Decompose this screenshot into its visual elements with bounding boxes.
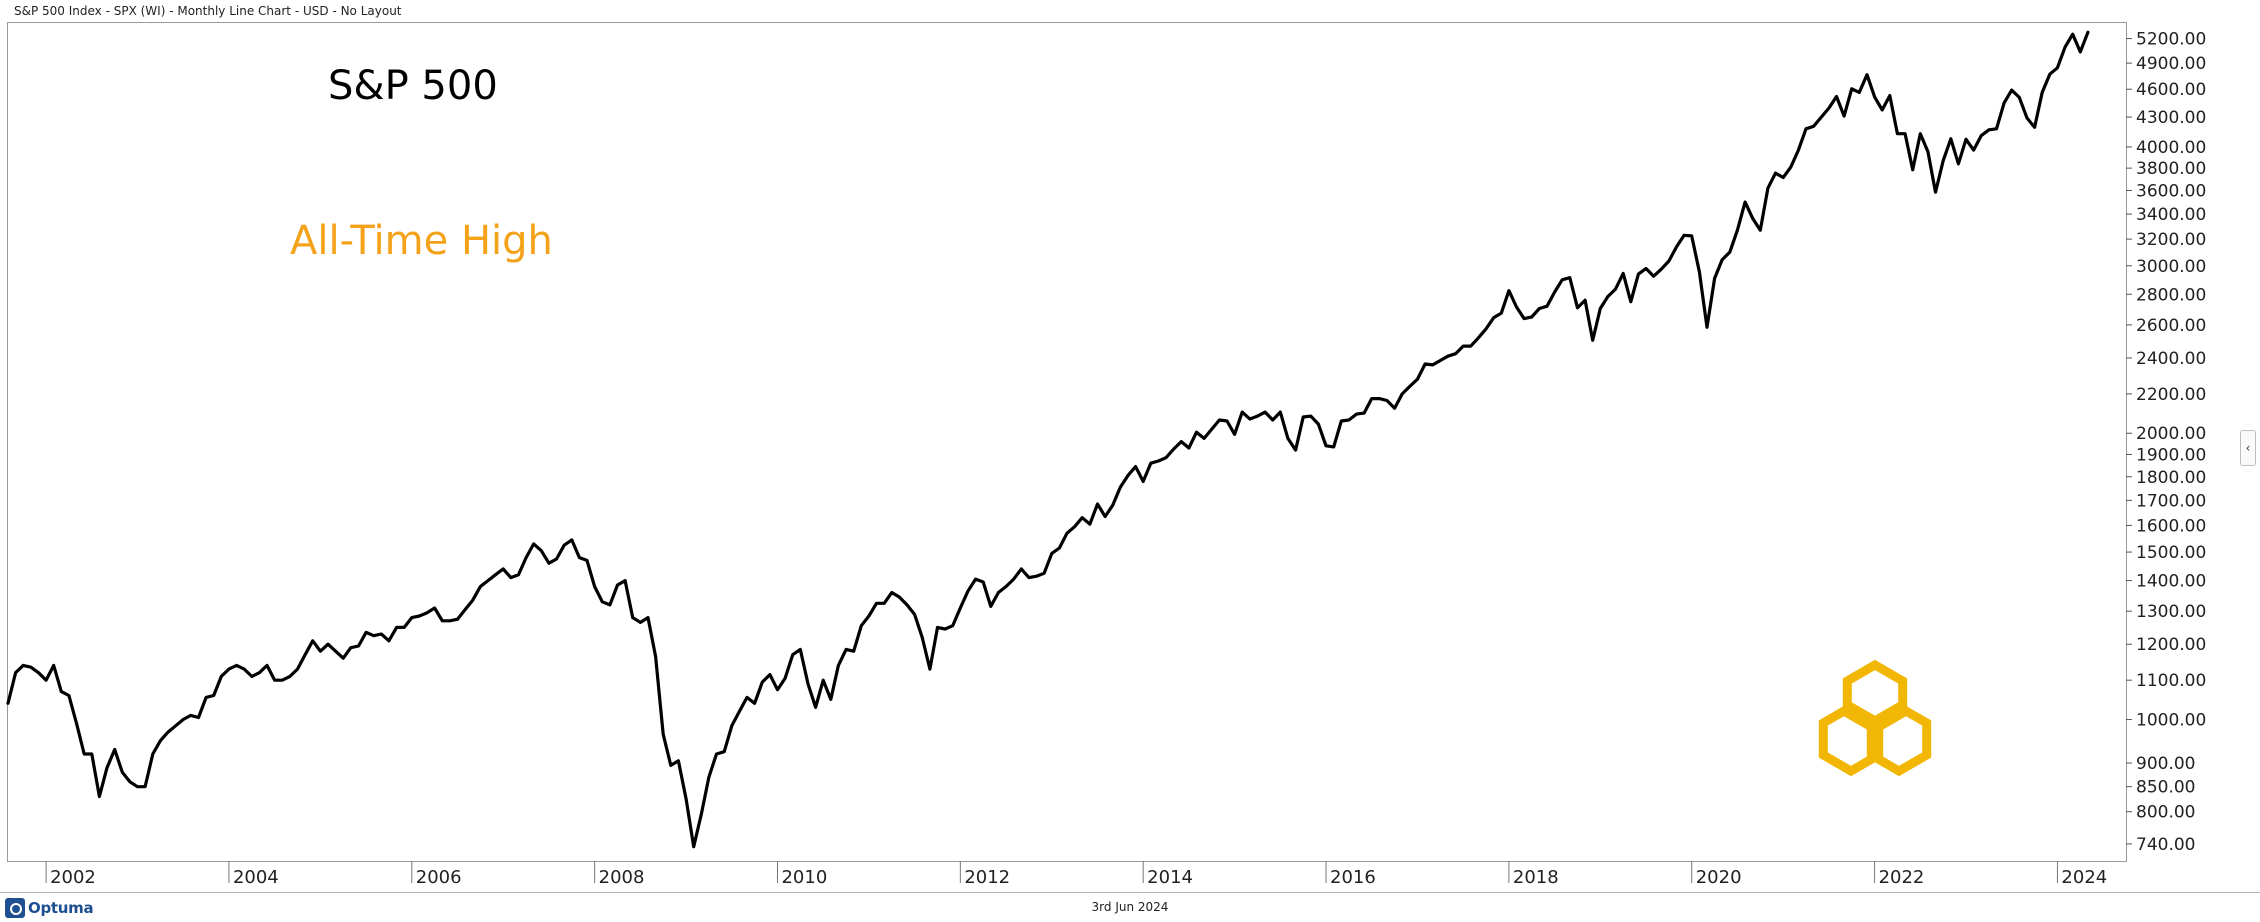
x-tick-label: 2008 [599, 867, 645, 888]
brand-logo: Optuma [5, 898, 94, 918]
chevron-left-icon[interactable]: ‹ [2240, 430, 2256, 466]
x-tick-label: 2004 [233, 867, 279, 888]
chart-date: 3rd Jun 2024 [1091, 900, 1169, 914]
x-tick-label: 2006 [416, 867, 462, 888]
brand-name: Optuma [28, 899, 94, 917]
x-tick-label: 2012 [964, 867, 1010, 888]
y-tick-label: 4000.00 [2136, 138, 2206, 158]
y-tick-label: 2200.00 [2136, 385, 2206, 405]
y-tick-label: 1100.00 [2136, 671, 2206, 691]
x-tick-label: 2014 [1147, 867, 1193, 888]
y-tick-label: 2400.00 [2136, 349, 2206, 369]
y-tick-label: 1500.00 [2136, 543, 2206, 563]
logo-hexagon [1866, 701, 1932, 777]
y-tick-label: 3600.00 [2136, 181, 2206, 201]
x-tick-label: 2002 [50, 867, 96, 888]
x-axis: 2002 2004 2006 2008 2010 2012 2014 2016 2018 2020… [45, 861, 2107, 888]
y-tick-label: 800.00 [2136, 803, 2195, 823]
y-tick-label: 740.00 [2136, 835, 2195, 855]
x-tick-label: 2024 [2061, 867, 2107, 888]
y-tick-label: 1000.00 [2136, 711, 2206, 731]
plot-area[interactable] [7, 22, 2127, 862]
y-tick-label: 2800.00 [2136, 285, 2206, 305]
y-tick-label: 1800.00 [2136, 468, 2206, 488]
x-tick-label: 2018 [1513, 867, 1559, 888]
y-tick-label: 1200.00 [2136, 635, 2206, 655]
y-tick-label: 850.00 [2136, 778, 2195, 798]
y-tick-label: 900.00 [2136, 754, 2195, 774]
hexagon-knot-icon [1818, 659, 1932, 777]
y-tick-label: 3000.00 [2136, 257, 2206, 277]
x-tick-label: 2020 [1696, 867, 1742, 888]
y-tick-label: 3800.00 [2136, 159, 2206, 179]
x-tick-label: 2022 [1879, 867, 1925, 888]
y-tick-label: 1300.00 [2136, 602, 2206, 622]
y-tick-label: 2600.00 [2136, 316, 2206, 336]
chart-label-all-time-high: All-Time High [290, 218, 553, 264]
x-tick-label: 2016 [1330, 867, 1376, 888]
y-tick-label: 4900.00 [2136, 54, 2206, 74]
y-tick-label: 1700.00 [2136, 491, 2206, 511]
y-tick-label: 3400.00 [2136, 205, 2206, 225]
y-axis: 740.00 800.00 850.00 900.00 1000.00 1100.00 12… [2126, 30, 2206, 855]
footer-bar: Optuma 3rd Jun 2024 [0, 892, 2260, 922]
y-tick-label: 1400.00 [2136, 572, 2206, 592]
y-tick-label: 1900.00 [2136, 445, 2206, 465]
chart-header: S&P 500 Index - SPX (WI) - Monthly Line … [14, 4, 402, 18]
x-tick-label: 2010 [781, 867, 827, 888]
y-tick-label: 4300.00 [2136, 108, 2206, 128]
optuma-logo-icon [5, 898, 25, 918]
y-tick-label: 1600.00 [2136, 516, 2206, 536]
spx-price-line [6, 30, 2090, 849]
y-tick-label: 4600.00 [2136, 80, 2206, 100]
chart-label-sp500: S&P 500 [328, 63, 498, 109]
y-tick-label: 5200.00 [2136, 30, 2206, 50]
y-tick-label: 2000.00 [2136, 424, 2206, 444]
y-tick-label: 3200.00 [2136, 230, 2206, 250]
